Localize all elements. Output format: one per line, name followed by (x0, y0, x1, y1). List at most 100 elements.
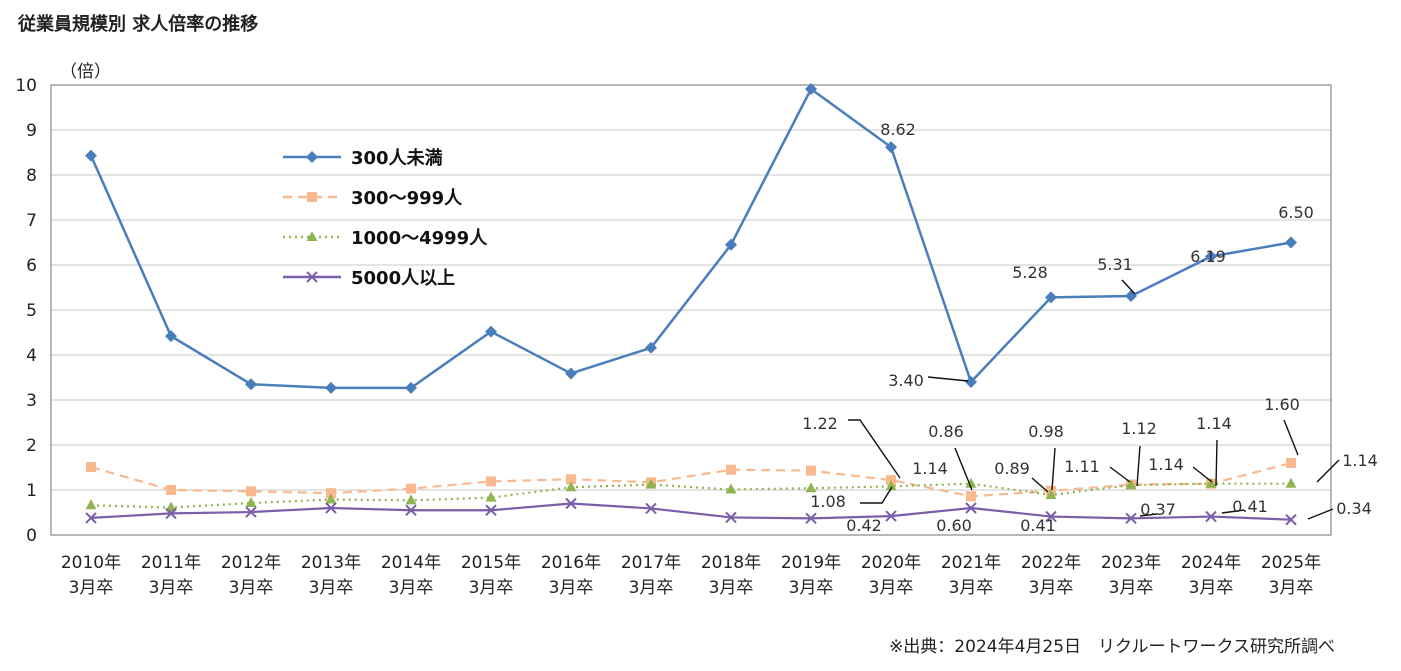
legend-label: 1000～4999人 (351, 228, 488, 249)
data-label-leader (1136, 445, 1141, 487)
x-tick-label: 2016年 3月卒 (541, 553, 601, 598)
data-point (325, 502, 337, 514)
x-tick-grad: 3月卒 (309, 578, 354, 598)
y-axis-label: （倍） (60, 62, 111, 82)
data-point (325, 493, 337, 504)
data-label: 1.08 (810, 492, 846, 511)
data-point (885, 141, 897, 154)
x-tick-grad: 3月卒 (1189, 578, 1234, 598)
data-point (566, 474, 576, 485)
data-point (1286, 458, 1296, 468)
data-point (645, 502, 657, 515)
x-tick-grad: 3月卒 (229, 578, 274, 598)
data-point (1045, 510, 1057, 523)
data-label-leader (848, 419, 901, 479)
series-line-2 (90, 482, 1291, 509)
data-point (565, 481, 577, 492)
y-tick-label: 4 (26, 346, 37, 366)
plot-area (50, 84, 1332, 536)
x-tick-label: 2015年 3月卒 (461, 553, 521, 598)
y-tick-label: 7 (26, 211, 37, 231)
data-label: 1.14 (912, 459, 948, 478)
data-point (165, 507, 177, 520)
data-point (405, 504, 417, 516)
x-tick-year: 2010年 (61, 553, 121, 573)
data-point (1125, 512, 1137, 525)
legend-marker (307, 192, 317, 202)
data-point (565, 497, 577, 510)
x-tick-grad: 3月卒 (469, 578, 514, 598)
data-point (725, 511, 737, 524)
data-label: 1.22 (802, 414, 838, 433)
series-line-0 (89, 87, 1292, 390)
data-point (805, 512, 817, 525)
data-point (886, 475, 896, 486)
data-point (165, 501, 177, 512)
x-tick-label: 2010年 3月卒 (61, 553, 121, 598)
data-point (485, 504, 497, 516)
x-tick-year: 2017年 (621, 553, 681, 573)
data-point (965, 502, 977, 514)
data-point (1205, 250, 1217, 263)
data-label: 1.11 (1064, 457, 1100, 476)
y-tick-label: 5 (26, 301, 37, 321)
data-label: 0.89 (994, 459, 1030, 478)
y-tick-label: 6 (26, 256, 37, 276)
data-point (725, 483, 737, 494)
data-point (645, 341, 657, 354)
legend-marker (306, 231, 318, 241)
data-label: 0.86 (928, 422, 964, 441)
data-point (965, 477, 977, 488)
data-label: 0.60 (936, 516, 972, 535)
x-tick-year: 2022年 (1021, 553, 1081, 573)
data-label-leader (1109, 466, 1131, 483)
data-label-leader (954, 447, 973, 491)
legend-label: 300人未満 (351, 147, 443, 169)
x-tick-year: 2024年 (1181, 553, 1241, 573)
y-tick-label: 2 (26, 436, 37, 456)
data-point (1285, 513, 1297, 526)
data-point (85, 499, 97, 510)
source-note: ※出典：2024年4月25日 リクルートワークス研究所調べ (889, 637, 1335, 657)
data-point (1285, 477, 1297, 488)
data-point (805, 482, 817, 493)
data-point (486, 476, 496, 487)
x-tick-label: 2023年 3月卒 (1101, 553, 1161, 598)
data-label-leader (860, 486, 893, 504)
data-label-leader (1031, 477, 1049, 493)
x-tick-label: 2013年 3月卒 (301, 553, 361, 598)
data-point (85, 149, 97, 162)
data-label-leader (1221, 509, 1245, 514)
y-tick-label: 3 (26, 391, 37, 411)
data-point (246, 486, 256, 497)
data-label: 6.19 (1190, 247, 1226, 266)
y-tick-label: 8 (26, 166, 37, 186)
data-point (485, 491, 497, 502)
data-point (1125, 290, 1137, 303)
data-label: 3.40 (888, 371, 924, 390)
data-label: 1.12 (1121, 419, 1157, 438)
x-tick-label: 2017年 3月卒 (621, 553, 681, 598)
data-point (806, 465, 816, 476)
x-tick-grad: 3月卒 (629, 578, 674, 598)
data-label-leader (1316, 459, 1340, 483)
x-tick-year: 2025年 (1261, 553, 1321, 573)
x-tick-year: 2020年 (861, 553, 921, 573)
data-point (165, 330, 177, 343)
legend-label: 5000人以上 (351, 268, 455, 289)
x-tick-label: 2020年 3月卒 (861, 553, 921, 598)
series-line-3 (90, 502, 1292, 521)
legend-item: 300人未満 (283, 147, 443, 169)
data-point (85, 512, 97, 524)
data-point (405, 381, 417, 394)
x-tick-year: 2012年 (221, 553, 281, 573)
x-tick-label: 2022年 3月卒 (1021, 553, 1081, 598)
y-tick-label: 1 (26, 481, 37, 501)
x-tick-label: 2011年 3月卒 (141, 553, 201, 598)
data-point (245, 506, 257, 518)
x-tick-year: 2014年 (381, 553, 441, 573)
data-point (325, 381, 337, 394)
x-tick-grad: 3月卒 (869, 578, 914, 598)
data-label: 0.42 (846, 516, 882, 535)
x-tick-year: 2015年 (461, 553, 521, 573)
